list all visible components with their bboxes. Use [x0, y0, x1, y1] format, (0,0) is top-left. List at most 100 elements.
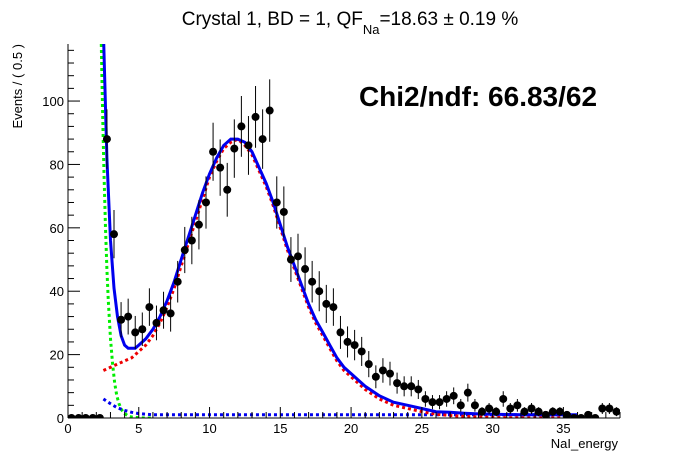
data-point — [216, 163, 225, 172]
data-point — [534, 407, 543, 416]
y-tick-label: 100 — [42, 94, 64, 109]
data-point — [371, 372, 380, 381]
data-point — [131, 328, 140, 337]
y-tick-label: 60 — [50, 221, 64, 236]
data-point — [562, 410, 571, 418]
data-point — [145, 303, 154, 312]
data-point — [180, 246, 189, 255]
data-point — [570, 414, 578, 418]
y-tick-label: 20 — [50, 348, 64, 363]
data-point — [555, 407, 564, 416]
x-axis-label: NaI_energy — [551, 436, 619, 451]
data-point — [209, 147, 218, 156]
chi2-annotation: Chi2/ndf: 66.83/62 — [359, 81, 597, 112]
data-point — [407, 382, 416, 391]
signal-component-curve — [102, 137, 564, 418]
data-point — [223, 185, 232, 194]
data-point — [605, 404, 614, 413]
data-point — [322, 299, 331, 308]
data-point — [478, 407, 486, 416]
data-point — [202, 198, 210, 207]
y-tick-label: 40 — [50, 284, 64, 299]
data-point — [194, 220, 203, 229]
exponential-component-curve — [99, 44, 153, 418]
data-point — [378, 366, 387, 375]
data-point — [350, 341, 359, 350]
data-point — [442, 394, 451, 403]
data-point — [499, 394, 508, 403]
x-tick-label: 25 — [415, 421, 429, 436]
data-point — [251, 112, 260, 121]
x-tick-label: 30 — [485, 421, 499, 436]
data-point — [520, 407, 529, 416]
x-tick-label: 10 — [202, 421, 216, 436]
y-tick-label: 80 — [50, 157, 64, 172]
y-axis-label: Events / ( 0.5 ) — [10, 44, 25, 129]
x-tick-label: 15 — [273, 421, 287, 436]
data-point — [414, 385, 423, 394]
data-point — [279, 207, 288, 216]
data-point — [258, 135, 267, 144]
data-point — [591, 414, 600, 418]
data-point — [187, 236, 196, 245]
data-point — [584, 410, 593, 418]
chart-title-prefix: Crystal 1, BD = 1, QF — [182, 9, 363, 30]
data-point — [428, 398, 437, 407]
data-point — [386, 369, 394, 378]
data-point — [237, 122, 246, 131]
x-tick-label: 5 — [135, 421, 142, 436]
data-point — [513, 401, 522, 410]
flat-component-curve — [102, 397, 564, 417]
data-point — [541, 410, 550, 418]
data-point — [400, 382, 409, 391]
data-point — [294, 252, 302, 261]
data-point — [612, 407, 620, 416]
chart-title-suffix: =18.63 ± 0.19 % — [379, 9, 518, 30]
data-point — [173, 277, 182, 286]
data-point — [435, 398, 444, 407]
data-point — [308, 277, 317, 286]
data-point — [421, 394, 430, 403]
data-point — [152, 318, 161, 327]
data-point — [336, 328, 345, 337]
data-point — [102, 135, 111, 144]
data-point — [95, 414, 104, 418]
data-point — [110, 230, 118, 239]
y-tick-label: 0 — [57, 411, 64, 426]
data-point — [506, 404, 515, 413]
data-point — [159, 306, 168, 315]
x-tick-label: 35 — [556, 421, 570, 436]
data-point — [88, 414, 97, 418]
x-tick-label: 0 — [64, 421, 71, 436]
data-point — [272, 198, 281, 207]
plot-area — [68, 44, 620, 418]
data-point — [598, 404, 607, 413]
data-point — [166, 309, 175, 318]
data-point — [244, 141, 253, 150]
chart-title-subscript: Na — [363, 22, 380, 37]
data-point — [343, 337, 352, 346]
data-point — [527, 404, 536, 413]
data-point — [470, 401, 479, 410]
data-point — [548, 407, 557, 416]
total-fit-curve — [102, 44, 578, 417]
data-point — [81, 414, 90, 418]
data-point — [492, 407, 501, 416]
data-point — [230, 144, 239, 153]
data-point — [124, 312, 133, 321]
data-point — [364, 360, 373, 369]
data-point — [315, 287, 324, 296]
data-point — [393, 379, 402, 388]
data-point — [329, 303, 338, 312]
data-point — [485, 404, 494, 413]
axes: 0 5 10 15 20 25 30 35 0 20 40 60 80 100 — [42, 44, 621, 436]
plot-clip-group — [68, 44, 620, 418]
data-point — [577, 414, 586, 418]
data-point — [74, 414, 83, 418]
data-point — [463, 388, 472, 397]
data-point — [286, 255, 295, 264]
data-point — [68, 414, 76, 418]
data-point — [265, 106, 274, 115]
chart-title: Crystal 1, BD = 1, QFNa=18.63 ± 0.19 % — [182, 9, 519, 37]
